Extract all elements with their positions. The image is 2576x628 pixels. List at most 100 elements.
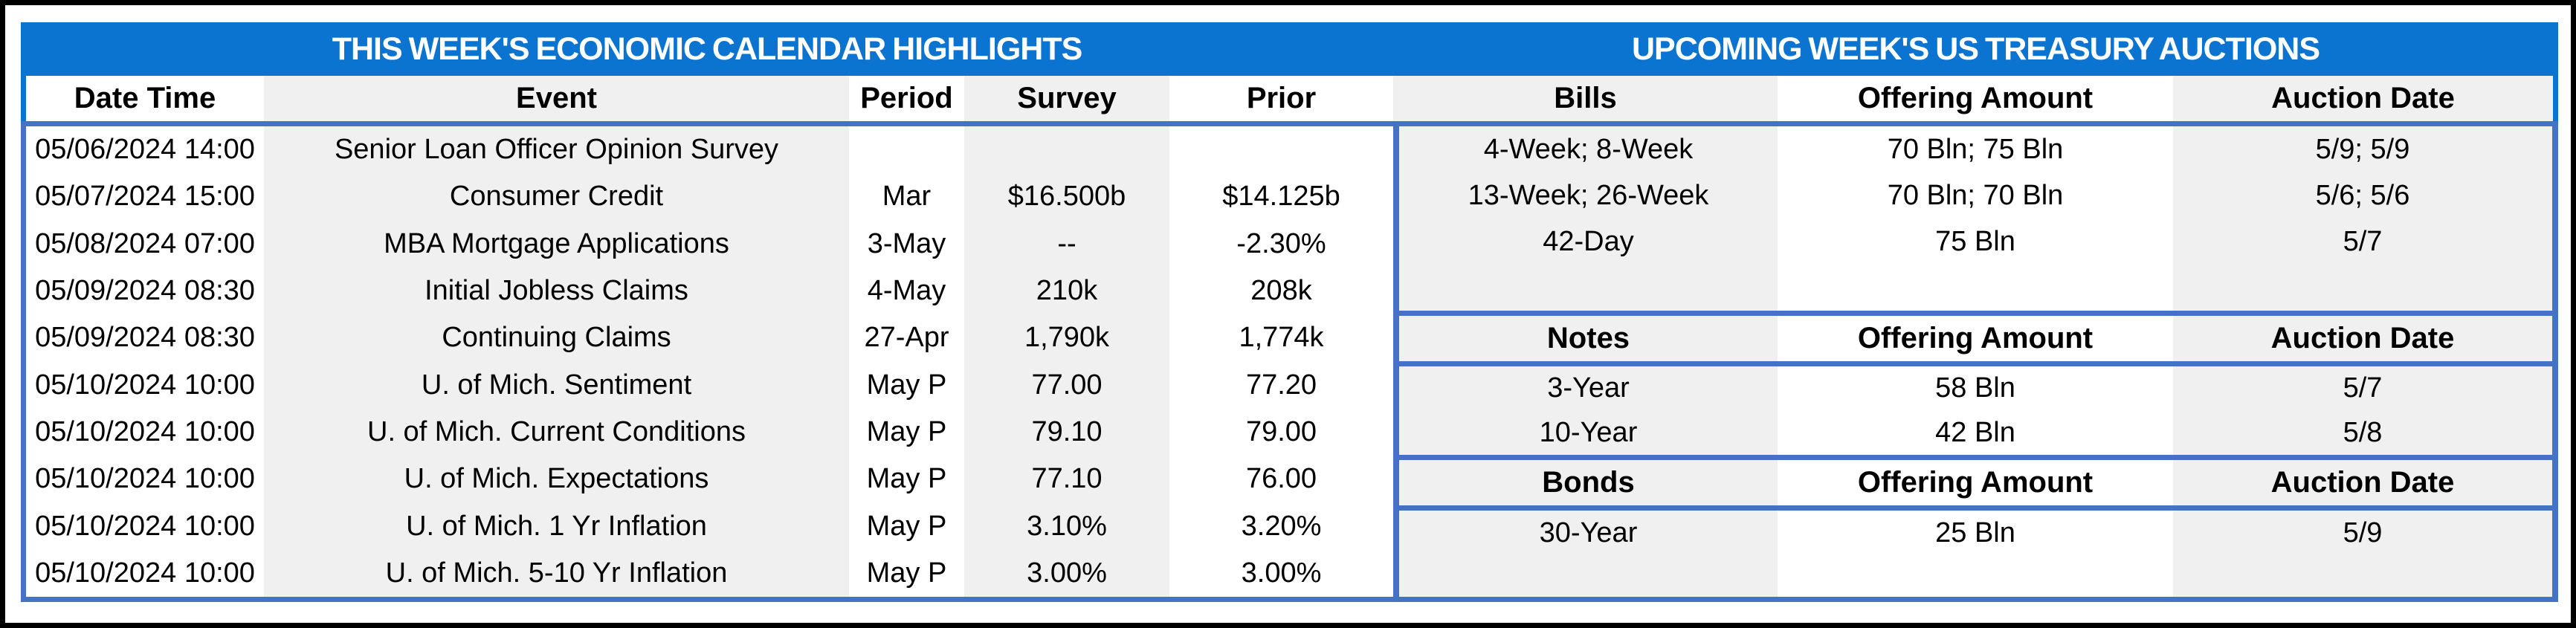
calendar-row: 05/10/2024 10:00 U. of Mich. 1 Yr Inflat… xyxy=(26,502,1393,550)
cell-event: Continuing Claims xyxy=(264,314,849,362)
cell-security: 4-Week; 8-Week xyxy=(1399,126,1778,172)
calendar-row: 05/09/2024 08:30 Continuing Claims 27-Ap… xyxy=(26,314,1393,362)
cell-prior: 77.20 xyxy=(1245,369,1317,401)
treasury-auctions-panel: 4-Week; 8-Week 70 Bln; 75 Bln 5/9; 5/9 1… xyxy=(1393,126,2558,597)
right-table-title: UPCOMING WEEK'S US TREASURY AUCTIONS xyxy=(1631,30,2320,67)
empty-cell xyxy=(1778,265,2173,311)
calendar-row: 05/10/2024 10:00 U. of Mich. Expectation… xyxy=(26,456,1393,503)
cell-auction-date: 5/8 xyxy=(2173,410,2552,455)
cell-event: Consumer Credit xyxy=(264,173,849,221)
cell-date-time: 05/10/2024 10:00 xyxy=(35,510,255,542)
header-offering-amount: Offering Amount xyxy=(1857,82,2094,114)
cell-survey: 77.00 xyxy=(964,361,1169,409)
calendar-row: 05/06/2024 14:00 Senior Loan Officer Opi… xyxy=(26,126,1393,174)
left-table-title: THIS WEEK'S ECONOMIC CALENDAR HIGHLIGHTS xyxy=(332,30,1083,67)
cell-survey: $16.500b xyxy=(964,173,1169,221)
cell-date-time: 05/08/2024 07:00 xyxy=(35,227,255,259)
auction-row: 30-Year 25 Bln 5/9 xyxy=(1399,511,2552,555)
header-survey: Survey xyxy=(964,76,1169,121)
cell-offering-amount: 70 Bln; 70 Bln xyxy=(1887,179,2064,211)
auction-row: 42-Day 75 Bln 5/7 xyxy=(1399,218,2552,265)
economic-calendar-panel: 05/06/2024 14:00 Senior Loan Officer Opi… xyxy=(21,126,1393,597)
cell-period: May P xyxy=(866,369,947,401)
empty-cell xyxy=(1778,555,2173,597)
header-divider xyxy=(21,121,2558,126)
left-title-cell: THIS WEEK'S ECONOMIC CALENDAR HIGHLIGHTS xyxy=(21,22,1393,76)
cell-security: 13-Week; 26-Week xyxy=(1399,172,1778,218)
cell-survey: 1,790k xyxy=(964,314,1169,362)
cell-prior: 3.20% xyxy=(1241,510,1322,542)
section-divider xyxy=(1399,361,2552,366)
cell-date-time: 05/10/2024 10:00 xyxy=(35,463,255,495)
header-period: Period xyxy=(860,82,953,114)
empty-cell xyxy=(2173,265,2552,311)
auction-row: 3-Year 58 Bln 5/7 xyxy=(1399,366,2552,411)
cell-offering-amount: 42 Bln xyxy=(1935,416,2015,448)
empty-cell xyxy=(1399,555,1778,597)
cell-period: 4-May xyxy=(867,275,946,307)
section-divider xyxy=(1399,311,2552,316)
header-right-edge xyxy=(2553,76,2558,121)
cell-date-time: 05/10/2024 10:00 xyxy=(35,369,255,401)
cell-survey: 3.10% xyxy=(964,502,1169,550)
header-offering-amount: Offering Amount xyxy=(1857,322,2094,355)
cell-offering-amount: 70 Bln; 75 Bln xyxy=(1887,133,2064,165)
column-header-row: Date Time Event Period Survey Prior Bill… xyxy=(21,76,2558,121)
bills-section: 4-Week; 8-Week 70 Bln; 75 Bln 5/9; 5/9 1… xyxy=(1399,126,2552,311)
cell-period: May P xyxy=(866,463,947,495)
table-body: 05/06/2024 14:00 Senior Loan Officer Opi… xyxy=(21,126,2558,597)
cell-survey: 79.10 xyxy=(964,408,1169,456)
cell-prior xyxy=(1169,126,1393,173)
auction-row: 13-Week; 26-Week 70 Bln; 70 Bln 5/6; 5/6 xyxy=(1399,172,2552,218)
cell-offering-amount: 25 Bln xyxy=(1935,517,2015,548)
title-bar: THIS WEEK'S ECONOMIC CALENDAR HIGHLIGHTS… xyxy=(21,22,2558,76)
table-wrap: THIS WEEK'S ECONOMIC CALENDAR HIGHLIGHTS… xyxy=(21,22,2558,602)
cell-period: May P xyxy=(866,415,947,447)
cell-auction-date: 5/6; 5/6 xyxy=(2173,172,2552,218)
cell-period xyxy=(849,126,964,173)
cell-survey: -- xyxy=(964,220,1169,268)
header-auction-date: Auction Date xyxy=(2173,316,2552,361)
notes-header-row: Notes Offering Amount Auction Date xyxy=(1399,316,2552,361)
header-notes: Notes xyxy=(1399,316,1778,361)
right-title-cell: UPCOMING WEEK'S US TREASURY AUCTIONS xyxy=(1393,22,2558,76)
cell-survey: 77.10 xyxy=(964,456,1169,503)
calendar-row: 05/08/2024 07:00 MBA Mortgage Applicatio… xyxy=(26,220,1393,268)
cell-event: U. of Mich. Sentiment xyxy=(264,361,849,409)
cell-period: May P xyxy=(866,557,947,589)
cell-event: Senior Loan Officer Opinion Survey xyxy=(264,126,849,174)
cell-period: 27-Apr xyxy=(864,322,949,354)
cell-prior: $14.125b xyxy=(1222,181,1340,213)
header-offering-amount: Offering Amount xyxy=(1857,466,2094,499)
cell-survey: 3.00% xyxy=(964,549,1169,597)
cell-offering-amount: 58 Bln xyxy=(1935,372,2015,404)
empty-row xyxy=(1399,265,2552,311)
cell-period: 3-May xyxy=(867,227,946,259)
bonds-header-row: Bonds Offering Amount Auction Date xyxy=(1399,460,2552,505)
cell-prior: 3.00% xyxy=(1241,557,1322,589)
cell-date-time: 05/09/2024 08:30 xyxy=(35,275,255,307)
cell-date-time: 05/09/2024 08:30 xyxy=(35,322,255,354)
empty-cell xyxy=(1399,265,1778,311)
cell-auction-date: 5/7 xyxy=(2173,218,2552,265)
header-date-time: Date Time xyxy=(74,82,216,114)
cell-period: May P xyxy=(866,510,947,542)
cell-auction-date: 5/9; 5/9 xyxy=(2173,126,2552,172)
bonds-section: 30-Year 25 Bln 5/9 xyxy=(1399,511,2552,597)
auction-row: 4-Week; 8-Week 70 Bln; 75 Bln 5/9; 5/9 xyxy=(1399,126,2552,172)
section-divider xyxy=(1399,505,2552,511)
header-auction-date: Auction Date xyxy=(2173,460,2552,505)
cell-prior: 1,774k xyxy=(1239,322,1324,354)
empty-row xyxy=(1399,555,2552,597)
cell-prior: 76.00 xyxy=(1245,463,1317,495)
cell-security: 3-Year xyxy=(1399,366,1778,411)
cell-event: U. of Mich. 1 Yr Inflation xyxy=(264,502,849,550)
header-bonds: Bonds xyxy=(1399,460,1778,505)
cell-date-time: 05/10/2024 10:00 xyxy=(35,415,255,447)
table-bottom-border xyxy=(21,597,2558,602)
header-left-edge xyxy=(21,76,26,121)
cell-prior: 79.00 xyxy=(1245,415,1317,447)
calendar-row: 05/07/2024 15:00 Consumer Credit Mar $16… xyxy=(26,173,1393,221)
cell-security: 42-Day xyxy=(1399,218,1778,265)
cell-date-time: 05/10/2024 10:00 xyxy=(35,557,255,589)
